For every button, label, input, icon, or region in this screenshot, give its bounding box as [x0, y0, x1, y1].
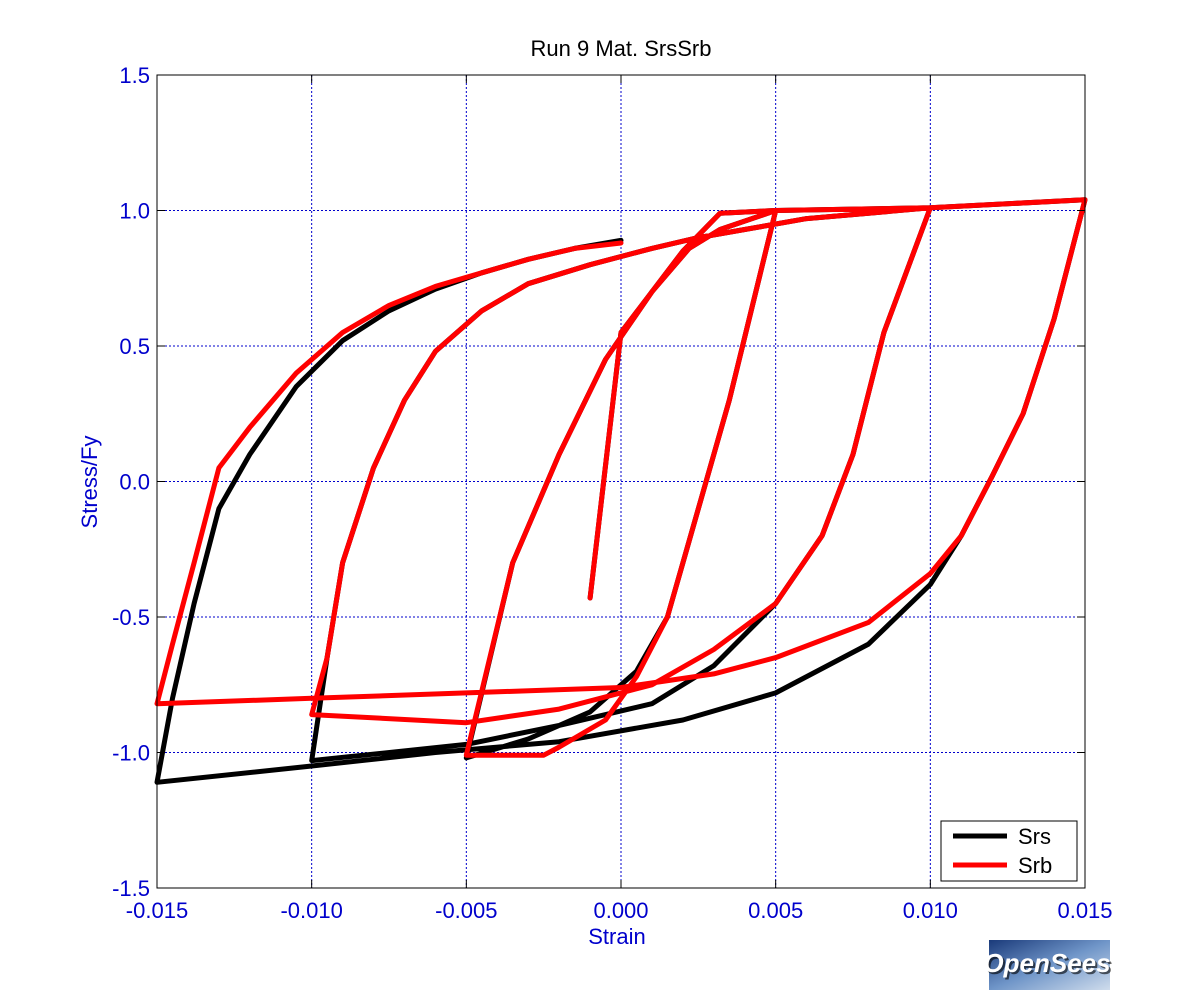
chart-title: Run 9 Mat. SrsSrb [531, 36, 712, 61]
series-group [154, 197, 1088, 785]
logo-text: OpenSees [983, 948, 1110, 978]
y-tick-label: 0.5 [119, 334, 150, 359]
y-tick-label: 0.0 [119, 470, 150, 495]
tick-marks [156, 74, 1086, 889]
opensees-logo: OpenSees OpenSees [983, 940, 1113, 990]
logo-shadow: OpenSees [985, 950, 1112, 980]
x-tick-label: 0.010 [903, 898, 958, 923]
x-tick-label: 0.015 [1057, 898, 1112, 923]
y-tick-label: 1.5 [119, 63, 150, 88]
legend: Srs Srb [940, 820, 1078, 882]
y-tick-label: -1.0 [112, 741, 150, 766]
series-line-srb [154, 197, 1088, 758]
x-tick-label: 0.005 [748, 898, 803, 923]
legend-box [940, 820, 1078, 882]
x-tick-label: 0.000 [593, 898, 648, 923]
x-tick-label: -0.010 [280, 898, 342, 923]
y-tick-label: 1.0 [119, 199, 150, 224]
y-axis-label: Stress/Fy [77, 436, 102, 529]
x-tick-label: -0.005 [435, 898, 497, 923]
x-axis-label: Strain [588, 924, 645, 949]
x-tick-label: -0.015 [126, 898, 188, 923]
logo-background [989, 940, 1110, 990]
legend-label-srs: Srs [1018, 824, 1051, 849]
tick-labels: -0.015 -0.010 -0.005 0.000 0.005 0.010 0.015 -1… [112, 63, 1112, 923]
y-tick-label: -0.5 [112, 605, 150, 630]
legend-label-srb: Srb [1018, 853, 1052, 878]
y-tick-label: -1.5 [112, 876, 150, 901]
